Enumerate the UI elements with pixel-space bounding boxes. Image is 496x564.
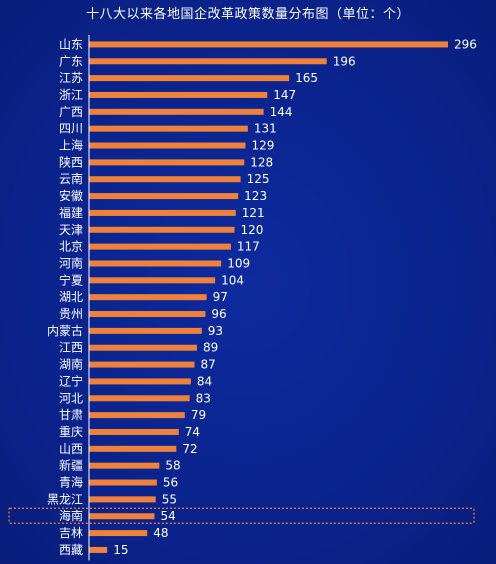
value-label: 93: [208, 324, 223, 338]
category-label: 广东: [59, 54, 83, 68]
value-label: 125: [247, 172, 270, 186]
category-label: 内蒙古: [47, 323, 83, 338]
category-label: 福建: [59, 205, 83, 220]
chart-title: 十八大以来各地国企改革政策数量分布图（单位：个）: [85, 7, 410, 22]
category-label: 甘肃: [59, 408, 83, 422]
bar: [89, 311, 206, 318]
value-label: 84: [197, 374, 212, 388]
bar: [89, 176, 241, 183]
value-label: 48: [153, 526, 168, 540]
bar: [89, 108, 264, 115]
value-label: 196: [333, 54, 356, 68]
bar: [89, 75, 290, 82]
value-label: 97: [213, 290, 228, 304]
bar: [89, 125, 248, 132]
value-label: 123: [244, 189, 267, 203]
category-label: 上海: [59, 138, 83, 153]
value-label: 144: [270, 105, 293, 119]
category-label: 山东: [59, 37, 83, 51]
bar: [89, 412, 185, 419]
bar: [89, 58, 327, 65]
bar: [89, 142, 246, 149]
category-label: 江苏: [59, 71, 83, 85]
bar: [89, 277, 216, 284]
bar: [89, 260, 222, 267]
category-label: 湖南: [59, 357, 83, 372]
category-label: 河北: [59, 391, 83, 405]
value-label: 54: [160, 509, 175, 523]
bar: [89, 361, 195, 368]
highlight-box: [8, 507, 475, 524]
category-label: 四川: [59, 122, 83, 136]
category-label: 天津: [59, 223, 83, 237]
value-label: 128: [250, 155, 273, 169]
value-label: 96: [211, 307, 226, 321]
category-label: 广西: [59, 105, 83, 119]
bar: [89, 209, 236, 216]
value-label: 15: [113, 543, 128, 557]
value-label: 83: [196, 391, 211, 405]
category-label: 浙江: [59, 88, 83, 102]
category-label: 贵州: [59, 307, 83, 321]
value-label: 74: [185, 425, 200, 439]
bar: [89, 513, 155, 520]
value-label: 55: [162, 492, 177, 506]
bar: [89, 546, 108, 553]
category-label: 安徽: [59, 188, 83, 203]
bar: [89, 530, 148, 537]
value-label: 131: [254, 122, 277, 136]
bar: [89, 226, 235, 233]
category-label: 北京: [59, 240, 83, 254]
bar: [89, 243, 231, 250]
value-label: 121: [242, 206, 265, 220]
value-label: 79: [191, 408, 206, 422]
bar: [89, 41, 448, 48]
category-label: 青海: [59, 475, 83, 490]
bar: [89, 327, 202, 334]
value-label: 87: [201, 358, 216, 372]
value-label: 296: [454, 37, 477, 51]
value-label: 109: [227, 256, 250, 270]
value-label: 89: [203, 341, 218, 355]
category-label: 云南: [59, 171, 83, 186]
bar: [89, 462, 160, 469]
category-label: 宁夏: [59, 272, 83, 287]
category-label: 吉林: [59, 526, 83, 540]
bar: [89, 344, 197, 351]
value-label: 56: [163, 476, 178, 490]
category-label: 辽宁: [59, 373, 83, 388]
bar: [89, 159, 245, 166]
category-label: 海南: [59, 508, 83, 523]
bar: [89, 91, 268, 98]
bar: [89, 479, 157, 486]
category-label: 江西: [59, 341, 83, 355]
bar: [89, 428, 179, 435]
category-label: 陕西: [59, 154, 83, 169]
bar: [89, 378, 191, 385]
value-label: 147: [273, 88, 296, 102]
value-label: 104: [221, 273, 244, 287]
category-label: 西藏: [59, 543, 83, 557]
value-label: 165: [295, 71, 318, 85]
bar: [89, 395, 190, 402]
category-label: 湖北: [59, 289, 83, 304]
category-label: 河南: [59, 255, 83, 270]
bar: [89, 193, 239, 200]
value-label: 129: [251, 139, 274, 153]
value-label: 120: [241, 223, 264, 237]
category-label: 黑龙江: [47, 492, 83, 506]
value-label: 117: [237, 240, 260, 254]
bar: [89, 496, 156, 503]
bar: [89, 445, 177, 452]
value-label: 58: [165, 459, 180, 473]
bar: [89, 294, 207, 301]
category-label: 新疆: [59, 458, 83, 473]
category-label: 重庆: [59, 425, 83, 439]
value-label: 72: [182, 442, 197, 456]
category-label: 山西: [59, 442, 83, 456]
